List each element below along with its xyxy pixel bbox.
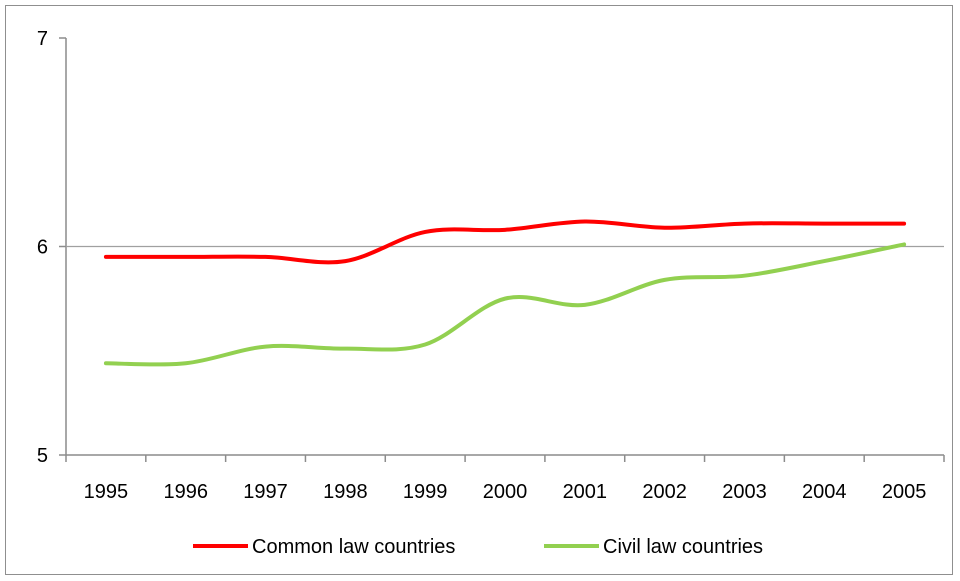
y-tick-label: 5	[37, 445, 48, 467]
y-tick-label: 7	[37, 28, 48, 50]
x-tick-label: 2001	[563, 481, 608, 503]
x-tick-label: 2003	[722, 481, 767, 503]
series-line-common-law-countries	[103, 219, 907, 265]
x-tick-label: 2004	[802, 481, 847, 503]
x-tick-label: 1995	[84, 481, 129, 503]
chart-frame	[5, 5, 953, 575]
series-line-civil-law-countries	[103, 242, 907, 367]
chart-series	[103, 219, 907, 367]
x-tick-label: 1999	[403, 481, 448, 503]
x-tick-label: 2002	[642, 481, 687, 503]
legend-label-common-law-countries: Common law countries	[252, 536, 455, 558]
x-tick-label: 2000	[483, 481, 528, 503]
legend-label-civil-law-countries: Civil law countries	[603, 536, 763, 558]
x-tick-label: 1998	[323, 481, 368, 503]
x-tick-label: 1997	[243, 481, 288, 503]
x-tick-label: 1996	[163, 481, 208, 503]
x-tick-label: 2005	[882, 481, 927, 503]
chart-axes: 5 6 7 1995 1996 1997 1998 1999 2000 2001 2002 2003 2…	[37, 28, 945, 503]
chart-legend: Common law countries Civil law countries	[193, 536, 763, 558]
y-tick-label: 6	[37, 237, 48, 259]
